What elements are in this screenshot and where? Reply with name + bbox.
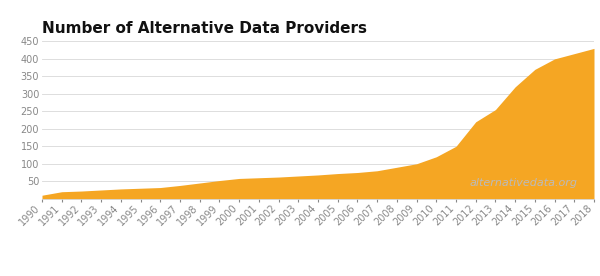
Text: Number of Alternative Data Providers: Number of Alternative Data Providers [42, 21, 367, 36]
Text: alternativedata.org: alternativedata.org [469, 178, 577, 188]
